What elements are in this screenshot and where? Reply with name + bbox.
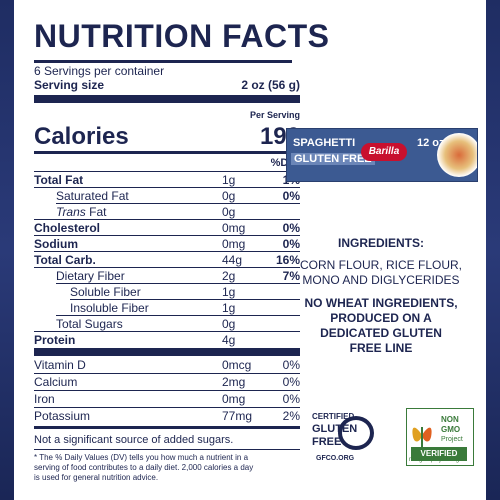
page-title: NUTRITION FACTS (34, 18, 330, 54)
potassium: Potassium (34, 409, 91, 423)
serving-size-value: 2 oz (56 g) (241, 78, 300, 92)
gfco-g-icon (338, 416, 374, 450)
title-rule (34, 60, 292, 63)
iron-amount: 0mg (222, 392, 246, 406)
ng-site: nongmoproject.org (409, 457, 460, 463)
row-rule (70, 299, 300, 300)
allergen-note-2: PRODUCED ON A (330, 311, 432, 325)
thick-rule (34, 95, 300, 103)
trans-suffix: Fat (85, 205, 107, 219)
nutrient-cholesterol-amount: 0mg (222, 221, 246, 235)
row-rule (56, 315, 300, 316)
nutrient-total-carb: Total Carb. (34, 253, 96, 267)
row-rule (56, 203, 300, 204)
non-gmo-badge: NON GMO Project VERIFIED nongmoproject.o… (406, 408, 474, 466)
nutrient-soluble-fiber-amount: 1g (222, 285, 236, 299)
allergen-note-4: FREE LINE (349, 341, 413, 355)
nutrient-sodium-amount: 0mg (222, 237, 246, 251)
package-subtitle: GLUTEN FREE (291, 153, 375, 165)
potassium-amount: 77mg (222, 409, 253, 423)
vitamin-d: Vitamin D (34, 358, 86, 372)
package-name: SPAGHETTI (293, 137, 356, 149)
row-rule (34, 331, 300, 332)
per-serving-label: Per Serving (249, 110, 300, 120)
ng-line-4: VERIFIED (411, 447, 467, 461)
nutrient-trans-fat-amount: 0g (222, 205, 236, 219)
serving-size-label: Serving size (34, 78, 105, 92)
calcium-amount: 2mg (222, 375, 246, 389)
calcium-dv: 0% (282, 375, 300, 389)
calcium: Calcium (34, 375, 78, 389)
right-border (486, 0, 500, 500)
dv-footnote-2: serving of food contributes to a daily d… (34, 463, 254, 472)
added-sugars-note: Not a significant source of added sugars… (34, 434, 234, 446)
nutrient-saturated-fat-amount: 0g (222, 189, 236, 203)
vitamin-d-dv: 0% (282, 358, 300, 372)
iron: Iron (34, 392, 55, 406)
row-rule (34, 267, 300, 268)
allergen-note-3: DEDICATED GLUTEN (320, 326, 442, 340)
nutrient-dietary-fiber: Dietary Fiber (56, 269, 125, 283)
ingredients-line-1: CORN FLOUR, RICE FLOUR, (299, 258, 462, 272)
nutrient-sodium-dv: 0% (282, 237, 300, 251)
ingredients-line-2: MONO AND DIGLYCERIDES (302, 273, 460, 287)
iron-dv: 0% (282, 392, 300, 406)
nutrient-soluble-fiber: Soluble Fiber (70, 285, 141, 299)
butterfly-icon (412, 427, 432, 447)
product-package-image: SPAGHETTI GLUTEN FREE Barilla 12 oz (286, 128, 478, 182)
nutrient-total-carb-amount: 44g (222, 253, 243, 267)
gf-site: GFCO.ORG (316, 455, 355, 462)
barilla-logo: Barilla (361, 143, 407, 161)
potassium-dv: 2% (282, 409, 300, 423)
row-rule (34, 373, 300, 374)
footer-rule (34, 426, 300, 429)
nutrient-dietary-fiber-amount: 2g (222, 269, 236, 283)
row-rule (34, 171, 300, 172)
nutrient-insoluble-fiber-amount: 1g (222, 301, 236, 315)
row-rule (34, 187, 300, 188)
vitamin-d-amount: 0mcg (222, 358, 252, 372)
row-rule (34, 407, 300, 408)
nutrient-saturated-fat-dv: 0% (282, 189, 300, 203)
dv-footnote-3: is used for general nutrition advice. (34, 473, 159, 482)
nutrient-total-sugars: Total Sugars (56, 317, 123, 331)
nutrient-cholesterol-dv: 0% (282, 221, 300, 235)
nutrient-protein: Protein (34, 333, 76, 347)
ingredients-heading: INGREDIENTS: (337, 236, 424, 250)
ng-line-1: NON (441, 415, 459, 424)
thick-rule (34, 348, 300, 356)
row-rule (34, 390, 300, 391)
calories-rule (34, 151, 300, 154)
nutrient-sodium: Sodium (34, 237, 78, 251)
row-rule (34, 449, 300, 450)
gf-line-3: FREE (312, 436, 342, 448)
nutrient-insoluble-fiber: Insoluble Fiber (70, 301, 149, 315)
row-rule (56, 283, 300, 284)
calories-label: Calories (34, 123, 129, 150)
nutrition-panel: NUTRITION FACTS 6 Servings per container… (14, 0, 486, 500)
ng-line-2: GMO (441, 425, 461, 434)
dv-footnote-1: * The % Daily Values (DV) tells you how … (34, 453, 249, 462)
row-rule (34, 251, 300, 252)
nutrient-protein-amount: 4g (222, 333, 236, 347)
nutrient-total-fat-amount: 1g (222, 173, 236, 187)
allergen-note-1: NO WHEAT INGREDIENTS, (304, 296, 458, 310)
pasta-plate-image (437, 133, 477, 177)
nutrient-dietary-fiber-dv: 7% (282, 269, 300, 283)
nutrient-total-carb-dv: 16% (275, 253, 300, 267)
nutrient-saturated-fat: Saturated Fat (56, 189, 129, 203)
servings-per-container: 6 Servings per container (34, 64, 165, 78)
ng-line-3: Project (441, 436, 463, 443)
nutrient-cholesterol: Cholesterol (34, 221, 101, 235)
nutrient-total-fat: Total Fat (34, 173, 84, 187)
nutrient-total-sugars-amount: 0g (222, 317, 236, 331)
gf-line-1: CERTIFIED (312, 412, 355, 421)
gluten-free-badge: CERTIFIED GLUTEN FREE GFCO.ORG (312, 408, 384, 464)
row-rule (34, 219, 300, 220)
left-border (0, 0, 14, 500)
row-rule (34, 235, 300, 236)
nutrient-trans-fat: Trans Fat (56, 205, 106, 219)
trans-italic: Trans (56, 205, 86, 219)
